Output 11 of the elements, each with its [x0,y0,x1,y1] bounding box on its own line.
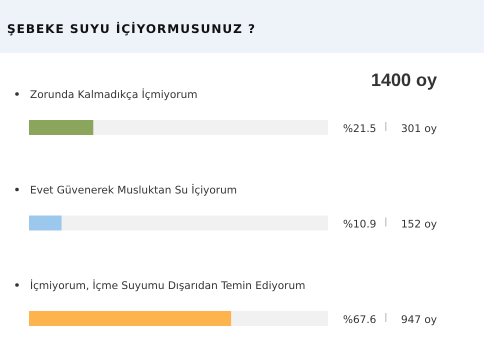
text: 152 oy [401,218,438,230]
data-label: %21.5 [343,123,376,135]
text: 301 oy [401,123,438,135]
y-tick-label: Zorunda Kalmadıkça İçmiyorum [30,88,198,101]
text: 1400 oy [370,70,437,90]
data-label: %67.6 [343,314,377,326]
chart-title: ŞEBEKE SUYU İÇİYORMUSUNUZ ? [7,21,256,36]
text: 947 oy [401,314,438,326]
data-label: %10.9 [343,218,376,230]
y-tick-label: Evet Güvenerek Musluktan Su İçiyorum [30,184,237,196]
y-tick-label: İçmiyorum, İçme Suyumu Dışarıdan Temin Ediyorum [30,279,306,292]
